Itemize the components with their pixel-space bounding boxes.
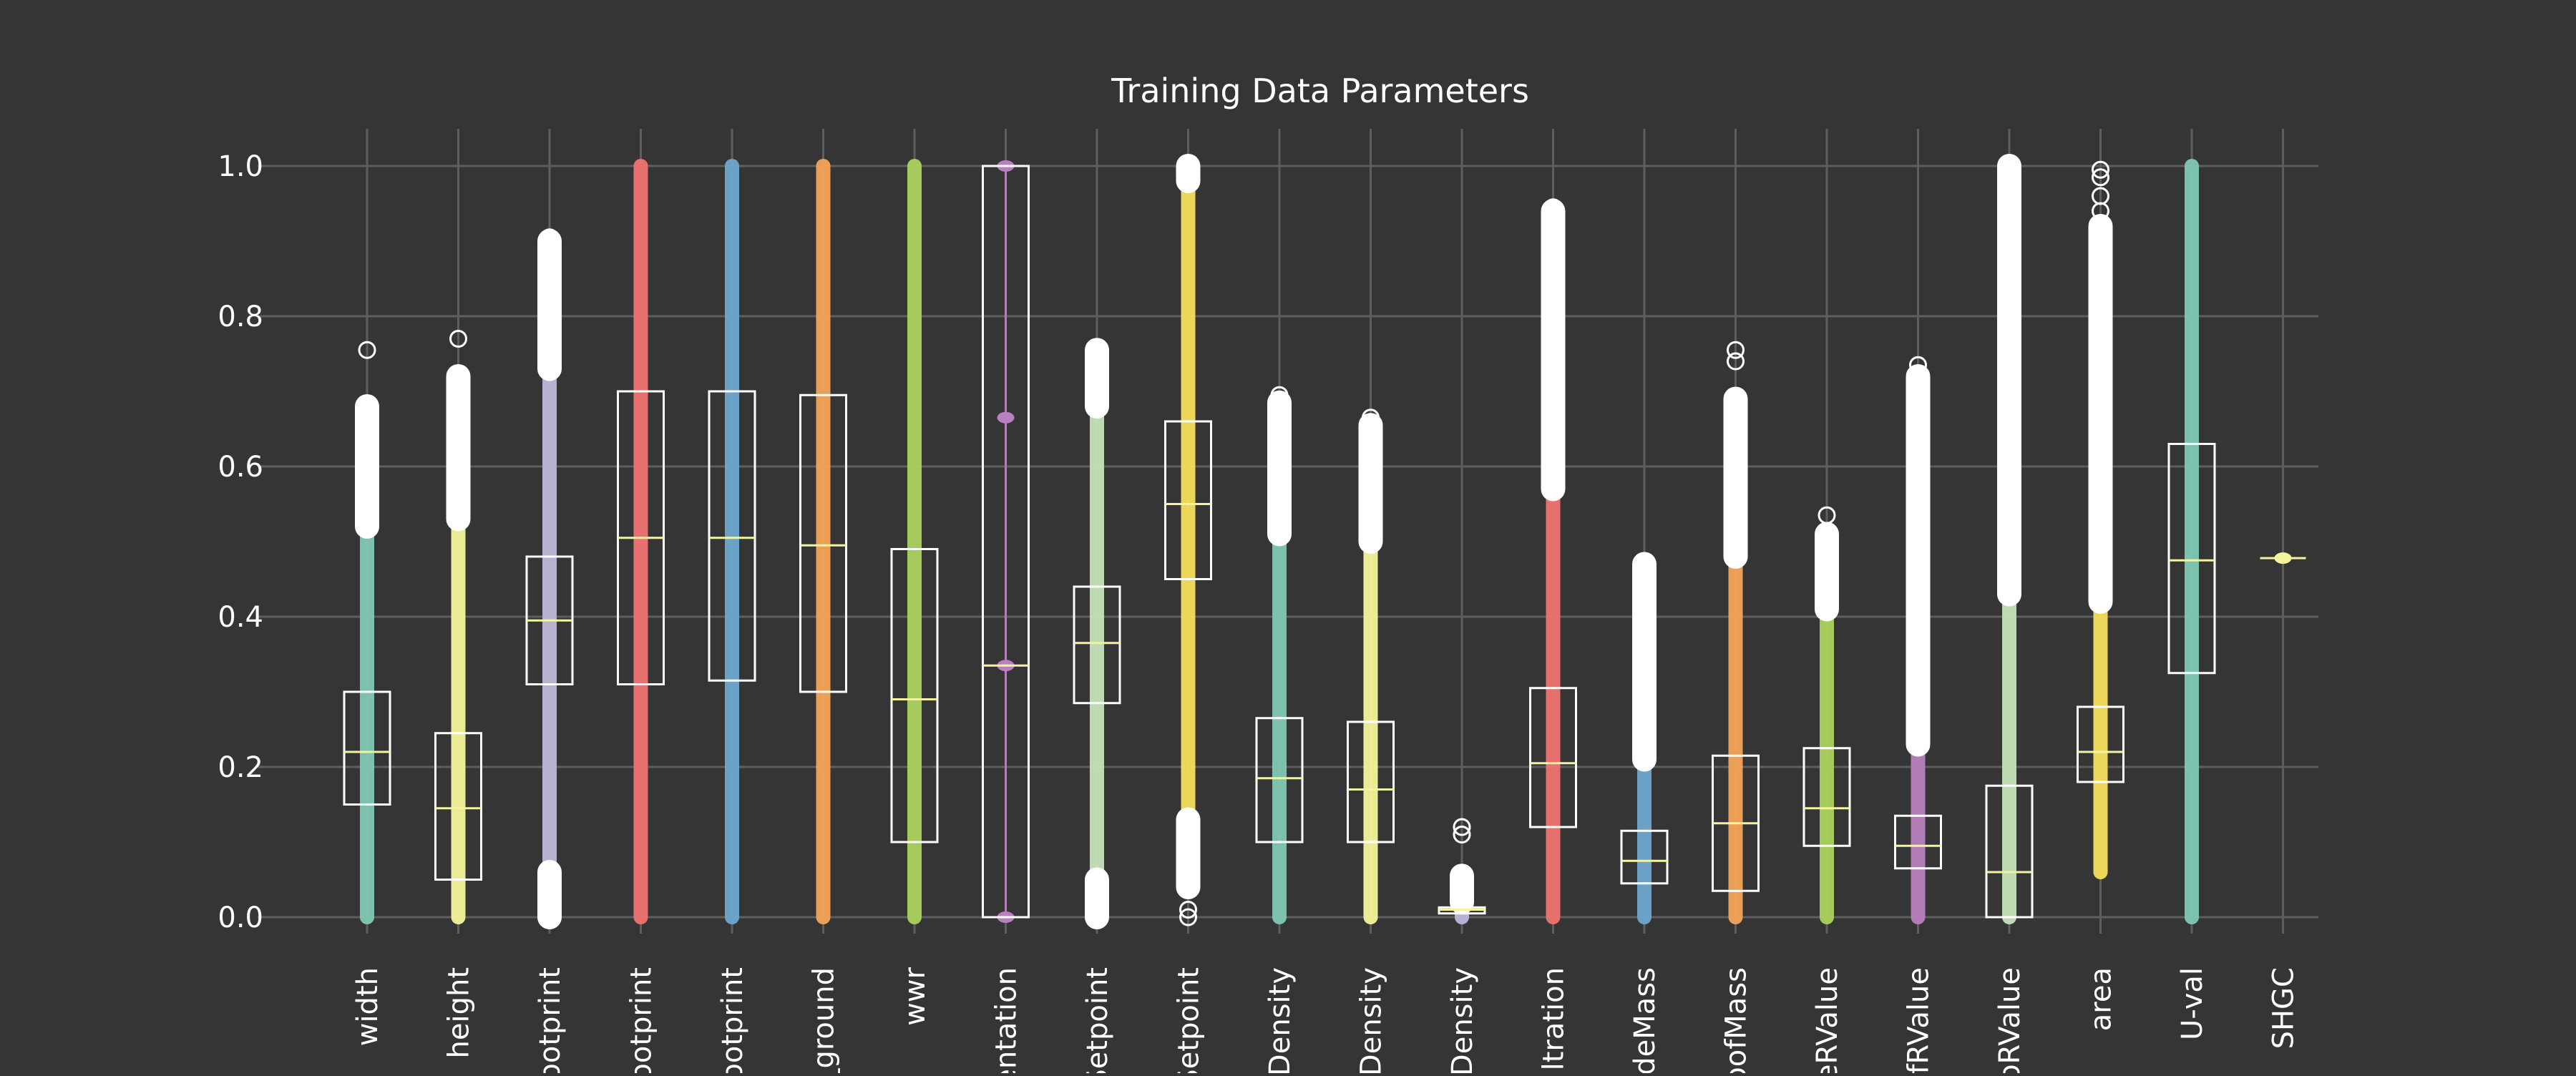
y-tick-label: 0.4 [218,601,263,634]
y-tick-label: 1.0 [218,150,263,183]
x-tick-label: filtration [1538,967,1571,1073]
outlier-point [358,341,376,359]
outlier-point [2092,187,2109,205]
box [1255,717,1304,843]
x-tick-label: eDensity [1446,967,1479,1073]
x-tick-label: footprint [625,967,658,1073]
box [2167,443,2216,675]
outlier-point [1727,341,1745,359]
x-tick-label: SHGC [2268,967,2301,1049]
x-tick-label: oofMass [1720,967,1753,1073]
outlier-point [2092,168,2109,187]
data-point [997,411,1015,424]
box [1985,784,2034,919]
x-tick-label: Setpoint [1173,967,1206,1073]
outlier-point [2092,160,2109,179]
y-tick-label: 0.0 [218,901,263,934]
outlier-point [1909,356,1927,374]
x-tick-label: rDensity [1264,967,1297,1073]
y-tick-label: 0.6 [218,451,263,484]
y-tick-label: 0.2 [218,751,263,784]
x-tick-label: oRValue [1994,967,2026,1073]
box [1529,687,1577,828]
outlier-point [540,228,559,247]
x-tick-label: rDensity [1355,967,1388,1073]
box [434,732,482,881]
x-tick-label: Setpoint [1081,967,1114,1073]
box [982,165,1030,919]
x-tick-label: entation [990,967,1023,1073]
box [1347,720,1395,843]
outlier-point [1179,901,1197,919]
y-tick-label: 0.8 [218,300,263,333]
x-tick-label: deMass [1629,967,1662,1073]
outlier-point [1270,386,1289,404]
outlier-point [1727,352,1745,371]
x-tick-label: fRValue [1903,967,1936,1073]
x-tick-label: area [2085,967,2118,1031]
x-tick-label: eRValue [1811,967,1844,1073]
outlier-point [1362,409,1380,427]
box [2077,705,2124,783]
box [799,393,847,693]
x-tick-label: _ground [808,967,841,1073]
box [1802,747,1851,847]
x-tick-label: footprint [534,967,567,1073]
outlier-point [1453,818,1471,836]
x-tick-label: footprint [716,967,749,1073]
outlier-point [1453,826,1471,843]
box [343,690,391,806]
outlier-point [1544,198,1562,217]
box [890,548,939,843]
x-tick-label: width [351,967,384,1046]
x-tick-label: wwr [899,967,932,1025]
outlier-point [449,330,467,348]
outlier-point [1179,908,1197,926]
box [1073,585,1121,705]
box [1894,814,1942,870]
box [1164,420,1212,580]
box [1620,829,1669,885]
x-tick-label: height [443,967,476,1059]
chart-title: Training Data Parameters [1111,72,1529,110]
box [708,390,756,682]
x-tick-label: U-val [2176,967,2209,1040]
outlier-point [1818,506,1836,524]
